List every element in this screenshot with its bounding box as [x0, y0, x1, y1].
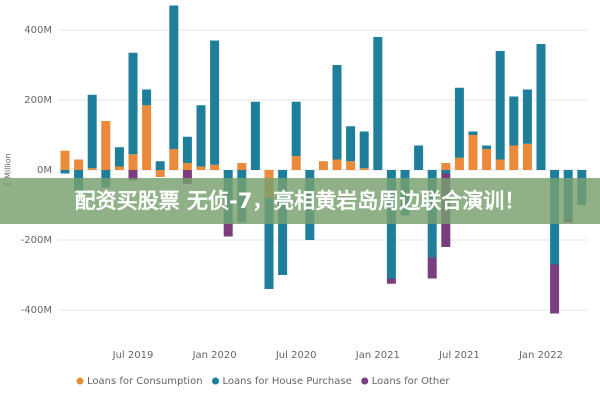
bar-segment [114, 166, 124, 170]
bar-segment [155, 170, 165, 177]
legend-label: Loans for Other [372, 376, 451, 387]
x-tick-label: Jul 2020 [275, 350, 317, 361]
bar-segment [196, 166, 206, 170]
legend-marker [76, 377, 84, 385]
bar-segment [509, 96, 519, 146]
bar-segment [332, 159, 342, 170]
bar-segment [128, 52, 138, 155]
bar-segment [60, 170, 70, 174]
bar-segment [468, 135, 478, 170]
bar-segment [346, 126, 356, 162]
bar-segment [522, 89, 532, 144]
bar-segment [386, 278, 396, 284]
bar-segment [454, 157, 464, 170]
bar-segment [182, 136, 192, 163]
bar-segment [359, 168, 369, 170]
bar-segment [114, 147, 124, 167]
y-tick-label: -400M [21, 305, 52, 316]
bar-segment [87, 168, 97, 170]
y-tick-label: 400M [24, 25, 52, 36]
x-tick-label: Jul 2019 [112, 350, 154, 361]
bar-segment [182, 163, 192, 170]
x-tick-label: Jan 2022 [518, 350, 563, 361]
y-axis-label: £ Million [4, 153, 13, 186]
bar-segment [359, 131, 369, 169]
legend-label: Loans for Consumption [87, 376, 203, 387]
bar-segment [414, 145, 424, 170]
bar-segment [495, 51, 505, 160]
bar-segment [101, 121, 111, 170]
bar-segment [87, 94, 97, 169]
x-tick-label: Jul 2021 [438, 350, 480, 361]
bar-segment [237, 163, 247, 170]
y-tick-label: -200M [21, 235, 52, 246]
bar-segment [142, 105, 152, 170]
legend-marker [361, 377, 369, 385]
bar-segment [155, 161, 165, 170]
bar-segment [128, 154, 138, 170]
bar-segment [346, 161, 356, 170]
bar-segment [169, 5, 179, 149]
bar-segment [74, 159, 84, 170]
bar-segment [196, 105, 206, 167]
bar-segment [182, 170, 192, 184]
bar-segment [60, 150, 70, 170]
bar-segment [509, 145, 519, 170]
bar-segment [454, 87, 464, 158]
bar-segment [482, 145, 492, 149]
bar-segment [210, 40, 220, 165]
bar-segment [210, 164, 220, 170]
bar-segment [264, 198, 274, 289]
bar-segment [495, 159, 505, 170]
bar-segment [291, 101, 301, 156]
bar-segment [441, 163, 451, 170]
bar-segment [482, 149, 492, 170]
y-tick-label: 0M [37, 165, 52, 176]
bar-segment [386, 170, 396, 279]
y-tick-label: 200M [24, 95, 52, 106]
bar-segment [318, 161, 328, 170]
bar-segment [291, 156, 301, 170]
bar-segment [250, 101, 260, 170]
bar-segment [128, 170, 138, 181]
bar-segment [142, 89, 152, 106]
bar-segment [522, 143, 532, 170]
bar-segment [223, 222, 233, 237]
legend-label: Loans for House Purchase [223, 376, 352, 387]
bar-segment [169, 149, 179, 170]
legend-marker [212, 377, 220, 385]
bar-segment [441, 170, 451, 174]
x-tick-label: Jan 2021 [355, 350, 400, 361]
bar-segment [536, 44, 546, 170]
bar-segment [427, 257, 437, 279]
bar-segment [332, 65, 342, 160]
bar-segment [468, 131, 478, 135]
banner: 配资买股票 无侦-7，亮相黄岩岛周边联合演训！ [0, 178, 600, 224]
bar-segment [373, 37, 383, 170]
x-tick-label: Jan 2020 [192, 350, 237, 361]
bar-segment [550, 264, 560, 314]
